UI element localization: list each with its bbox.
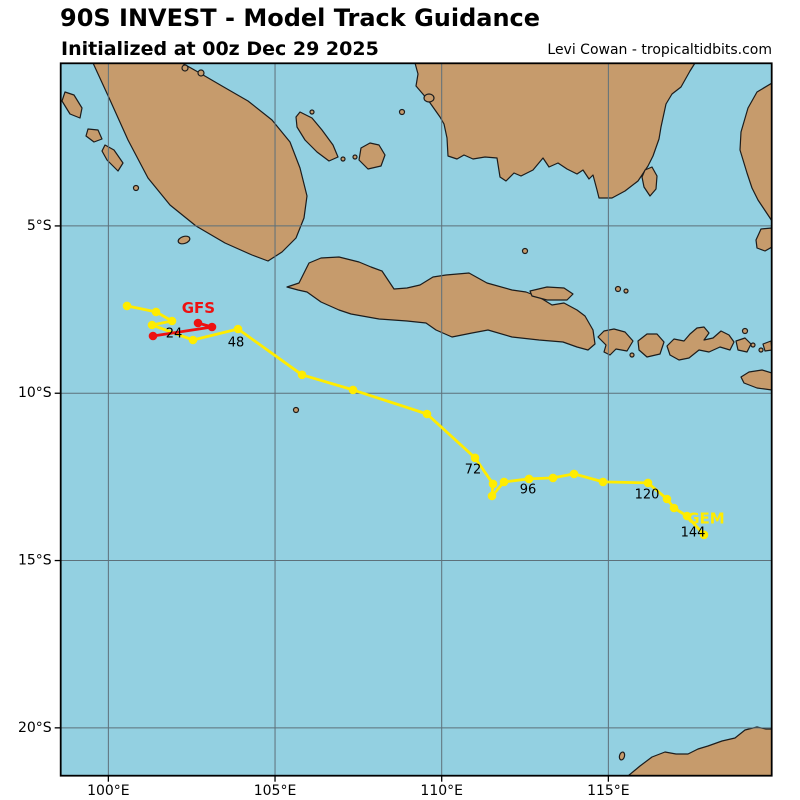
land-bali (597, 328, 634, 356)
track-point-GEM (470, 453, 480, 463)
y-tick-label: 15°S (18, 553, 52, 569)
forecast-hour-label-144: 144 (681, 526, 706, 541)
land-sulawesi-south (755, 227, 772, 252)
track-point-GFS (148, 331, 158, 341)
track-point-GEM (548, 473, 558, 483)
east-sumatra-islet (197, 69, 205, 77)
land-sumba (740, 369, 772, 391)
forecast-hour-label-24: 24 (166, 327, 183, 342)
land-borneo (414, 63, 696, 199)
axes: 100°E 105°E 110°E 115°E 5°S 10°S 15°S 20°S (18, 218, 630, 799)
x-tick-label: 100°E (87, 783, 130, 799)
model-name-label-GFS: GFS (182, 299, 215, 317)
page-title: 90S INVEST - Model Track Guidance (60, 4, 541, 32)
track-point-GFS (193, 318, 203, 328)
forecast-hour-label-48: 48 (228, 336, 245, 351)
borneo-islet (398, 108, 406, 116)
track-point-GEM (422, 409, 432, 419)
land-small-islands (61, 64, 764, 761)
track-point-GEM (147, 320, 157, 330)
track-point-GFS (207, 322, 217, 332)
gridlines (60, 63, 772, 776)
bangka-islet (340, 156, 346, 162)
enggano-island (177, 235, 191, 245)
land-belitung (358, 142, 386, 170)
land-komodo (735, 337, 752, 353)
track-point-GEM (167, 316, 177, 326)
kangean-islet (623, 288, 629, 294)
track-point-GEM (662, 494, 672, 504)
y-tick-label: 10°S (18, 385, 52, 401)
land-madura (529, 286, 574, 301)
init-time-label: Initialized at 00z Dec 29 2025 (61, 38, 379, 60)
christmas-island (292, 406, 300, 414)
map-border (59, 62, 773, 777)
model-name-label-GEM: GEM (687, 510, 725, 528)
track-point-GEM (699, 530, 709, 540)
borneo-islet (423, 93, 435, 103)
track-point-GEM (487, 491, 497, 501)
track-point-GEM (488, 479, 498, 489)
track-point-GEM (682, 511, 692, 521)
x-tick-label: 105°E (254, 783, 297, 799)
forecast-hour-label-96: 96 (520, 482, 537, 497)
land-group (61, 63, 772, 776)
kangean-islet (614, 285, 622, 293)
land-flores-edge (762, 340, 772, 352)
mentawai-island (61, 91, 83, 119)
track-labels: 24 48 72 96 120 144 GFS GEM (166, 299, 725, 541)
bangka-islet (352, 154, 358, 160)
land-sulawesi (739, 82, 772, 222)
track-point-GEM (297, 370, 307, 380)
track-point-GEM (122, 301, 132, 311)
track-point-GEM (643, 478, 653, 488)
land-australia (627, 726, 772, 776)
land-java (286, 256, 596, 351)
land-bangka (295, 111, 339, 162)
track-point-GEM (233, 324, 243, 334)
track-point-GEM (348, 385, 358, 395)
mentawai-island (101, 144, 124, 172)
track-point-GEM (598, 477, 608, 487)
flores-islet (741, 327, 749, 335)
forecast-hour-label-120: 120 (635, 488, 660, 503)
java-sea-islet (309, 109, 315, 115)
penida-islet (629, 352, 635, 358)
land-lombok (637, 333, 665, 358)
model-tracks (122, 301, 709, 540)
x-tick-label: 110°E (420, 783, 463, 799)
mentawai-island (85, 128, 103, 143)
y-tick-label: 5°S (27, 218, 52, 234)
east-sumatra-islet (181, 64, 189, 72)
track-point-GEM (569, 469, 579, 479)
mentawai-island (132, 184, 140, 192)
land-sumatra (92, 63, 308, 262)
track-point-GEM (188, 335, 198, 345)
track-point-GEM (151, 307, 161, 317)
australia-islet (618, 751, 626, 761)
land-sumbawa (666, 326, 735, 361)
flores-islet (758, 347, 764, 353)
track-point-GEM (524, 474, 534, 484)
flores-islet (750, 342, 756, 348)
credit-label: Levi Cowan - tropicaltidbits.com (547, 42, 772, 58)
track-point-GEM (499, 477, 509, 487)
x-tick-label: 115°E (587, 783, 630, 799)
madura-north-islet (521, 247, 529, 255)
track-GFS (148, 318, 217, 341)
y-tick-label: 20°S (18, 720, 52, 736)
land-laut-island (641, 166, 658, 197)
track-point-GEM (669, 503, 679, 513)
forecast-hour-label-72: 72 (465, 462, 482, 477)
